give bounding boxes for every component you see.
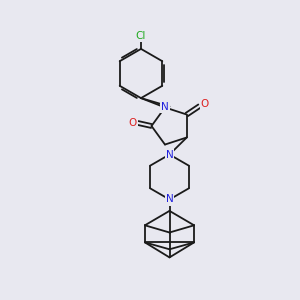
Text: N: N xyxy=(166,149,173,160)
Text: Cl: Cl xyxy=(136,31,146,41)
Text: O: O xyxy=(128,118,137,128)
Text: N: N xyxy=(166,194,173,205)
Text: O: O xyxy=(201,99,209,109)
Text: N: N xyxy=(161,103,169,112)
